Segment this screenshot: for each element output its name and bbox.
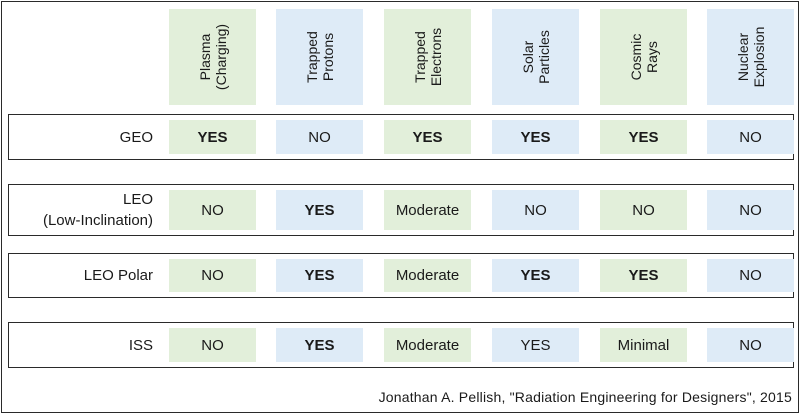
column-header-solar-particles: Solar Particles: [492, 9, 579, 105]
row-label: ISS: [128, 336, 153, 354]
column-header-label: Plasma (Charging): [196, 23, 229, 91]
row-label: LEO Polar: [83, 267, 153, 284]
table-cell: Moderate: [384, 328, 471, 362]
column-header-label: Trapped Protons: [303, 31, 336, 83]
table-cell: NO: [169, 328, 256, 362]
row-label: LEO (Low-Inclination): [42, 191, 153, 229]
table-cell: NO: [169, 190, 256, 230]
table-cell: YES: [492, 259, 579, 292]
column-header-label: Nuclear Explosion: [734, 26, 767, 88]
table-cell: YES: [276, 190, 363, 230]
column-header-cosmic-rays: Cosmic Rays: [600, 9, 687, 105]
column-header-label: Solar Particles: [519, 30, 552, 84]
table-cell: NO: [600, 190, 687, 230]
table-cell: YES: [492, 120, 579, 154]
table-cell: NO: [169, 259, 256, 292]
table-cell: NO: [707, 259, 794, 292]
table-row-leo-polar: LEO Polar NO YES Moderate YES YES NO: [8, 253, 794, 298]
table-cell: YES: [600, 120, 687, 154]
table-cell: Minimal: [600, 328, 687, 362]
column-header-label: Trapped Electrons: [411, 27, 444, 87]
table-cell: NO: [707, 120, 794, 154]
column-header-plasma: Plasma (Charging): [169, 9, 256, 105]
column-header-nuclear-explosion: Nuclear Explosion: [707, 9, 794, 105]
table-cell: YES: [492, 328, 579, 362]
row-label: GEO: [119, 128, 153, 146]
table-row-iss: ISS NO YES Moderate YES Minimal NO: [8, 322, 794, 368]
table-cell: YES: [169, 120, 256, 154]
table-cell: NO: [707, 190, 794, 230]
table-cell: Moderate: [384, 259, 471, 292]
column-header-trapped-protons: Trapped Protons: [276, 9, 363, 105]
column-header-label: Cosmic Rays: [627, 33, 660, 81]
table-cell: YES: [600, 259, 687, 292]
table-row-geo: GEO YES NO YES YES YES NO: [8, 114, 794, 160]
table-cell: NO: [492, 190, 579, 230]
table-cell: Moderate: [384, 190, 471, 230]
table-cell: NO: [276, 120, 363, 154]
table-cell: YES: [276, 328, 363, 362]
table-cell: NO: [707, 328, 794, 362]
table-row-leo-low-inclination: LEO (Low-Inclination) NO YES Moderate NO…: [8, 184, 794, 236]
table-cell: YES: [276, 259, 363, 292]
column-header-trapped-electrons: Trapped Electrons: [384, 9, 471, 105]
citation-footer: Jonathan A. Pellish, "Radiation Engineer…: [378, 389, 792, 405]
table-cell: YES: [384, 120, 471, 154]
